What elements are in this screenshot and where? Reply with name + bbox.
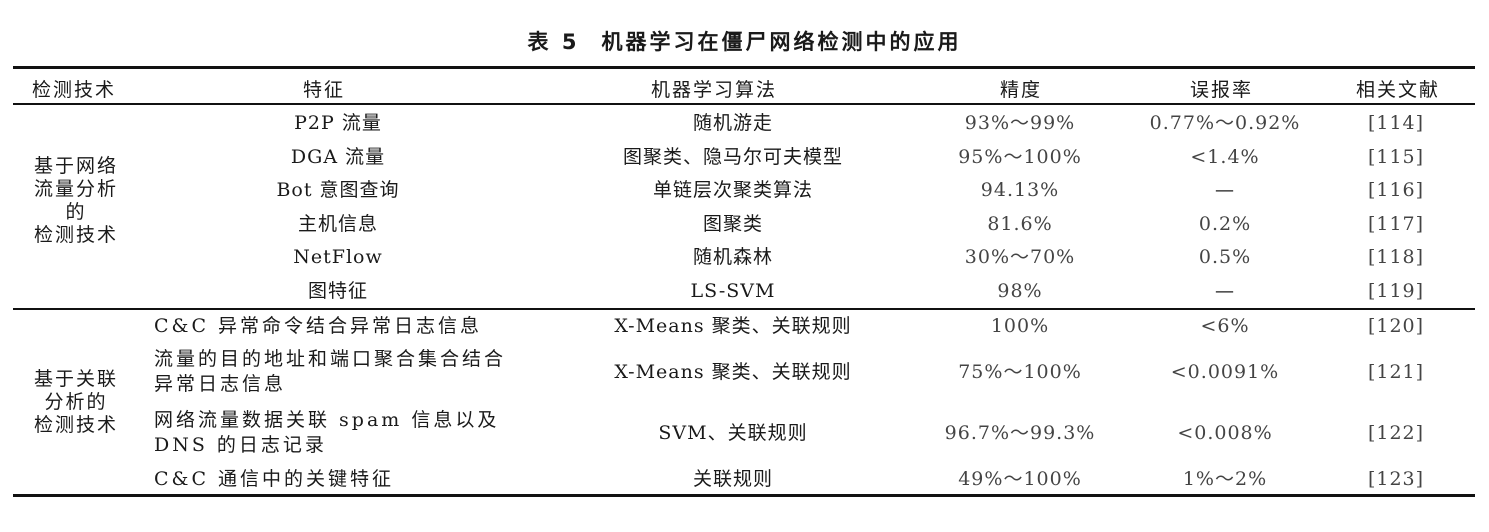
cell-algorithm: X-Means 聚类、关联规则 [614,315,852,337]
cell-false-positive-rate: — [1215,280,1235,302]
cell-false-positive-rate: 0.5% [1198,246,1252,268]
cell-feature: 网络流量数据关联 spam 信息以及DNS 的日志记录 [154,409,500,456]
cell-algorithm: 图聚类、隐马尔可夫模型 [622,146,843,168]
cell-accuracy: 49%～100% [958,468,1082,490]
cell-false-positive-rate: 0.2% [1198,213,1252,235]
table-number: 表 5 [527,30,580,54]
cell-reference: [118] [1367,246,1425,268]
table-caption: 表 5 机器学习在僵尸网络检测中的应用 [0,26,1489,56]
cell-false-positive-rate: <1.4% [1190,146,1260,168]
cell-reference: [115] [1367,146,1425,168]
top-rule [13,66,1475,69]
table-title: 机器学习在僵尸网络检测中的应用 [601,30,962,54]
cell-feature: C&C 通信中的关键特征 [154,468,395,490]
group-label-network-traffic: 基于网络 流量分析 的 检测技术 [33,155,118,246]
cell-accuracy: 75%～100% [958,361,1082,383]
cell-false-positive-rate: <0.0091% [1170,361,1280,383]
cell-feature: Bot 意图查询 [276,179,400,201]
cell-reference: [119] [1367,280,1425,302]
cell-reference: [120] [1367,315,1425,337]
group-rule [13,308,1475,310]
cell-feature: 主机信息 [297,213,378,235]
bottom-rule [13,494,1475,497]
header-rule [13,103,1475,105]
cell-accuracy: 95%～100% [958,146,1082,168]
header-detection-technique: 检测技术 [32,79,117,101]
cell-feature: P2P 流量 [294,112,382,134]
cell-feature: 流量的目的地址和端口聚合集合结合异常日志信息 [154,348,507,395]
cell-false-positive-rate: <6% [1200,315,1250,337]
cell-false-positive-rate: 1%～2% [1182,468,1268,490]
cell-reference: [123] [1367,468,1425,490]
header-accuracy: 精度 [1000,79,1043,101]
cell-algorithm: SVM、关联规则 [658,422,808,444]
cell-algorithm: 图聚类 [702,213,763,235]
cell-reference: [122] [1367,422,1425,444]
cell-accuracy: 96.7%～99.3% [944,422,1096,444]
cell-reference: [117] [1367,213,1425,235]
cell-false-positive-rate: <0.008% [1177,422,1273,444]
cell-reference: [116] [1367,179,1425,201]
header-algorithm: 机器学习算法 [651,79,778,101]
cell-feature: 图特征 [307,280,368,302]
cell-accuracy: 94.13% [980,179,1060,201]
cell-accuracy: 30%～70% [964,246,1076,268]
cell-reference: [121] [1367,361,1425,383]
header-false-positive-rate: 误报率 [1190,79,1254,101]
cell-accuracy: 93%～99% [964,112,1076,134]
cell-algorithm: 关联规则 [692,468,773,490]
cell-accuracy: 98% [997,280,1043,302]
cell-algorithm: 随机游走 [692,112,773,134]
cell-false-positive-rate: 0.77%～0.92% [1149,112,1301,134]
cell-false-positive-rate: — [1215,179,1235,201]
header-references: 相关文献 [1356,79,1441,101]
cell-algorithm: 随机森林 [692,246,773,268]
cell-feature: C&C 异常命令结合异常日志信息 [154,315,483,337]
cell-reference: [114] [1367,112,1425,134]
cell-algorithm: X-Means 聚类、关联规则 [614,361,852,383]
cell-accuracy: 100% [990,315,1050,337]
group-label-correlation: 基于关联 分析的 检测技术 [33,368,118,436]
cell-accuracy: 81.6% [987,213,1053,235]
cell-algorithm: 单链层次聚类算法 [652,179,813,201]
cell-algorithm: LS-SVM [690,280,776,302]
header-feature: 特征 [303,79,346,101]
cell-feature: NetFlow [293,246,383,268]
cell-feature: DGA 流量 [290,146,386,168]
